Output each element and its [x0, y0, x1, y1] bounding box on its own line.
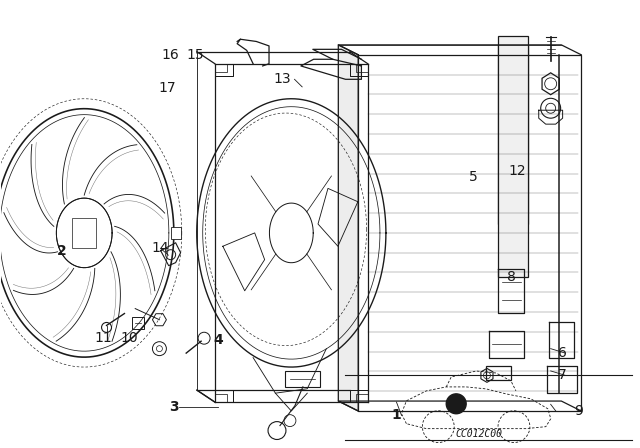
Text: 9: 9	[573, 404, 582, 418]
Text: 4: 4	[213, 333, 223, 347]
Text: 13: 13	[273, 72, 291, 86]
Bar	[171, 227, 181, 239]
Bar	[356, 394, 368, 402]
Text: 2: 2	[57, 244, 67, 258]
Circle shape	[446, 394, 466, 414]
Text: 17: 17	[158, 81, 176, 95]
Bar	[499, 45, 528, 224]
Text: 12: 12	[509, 164, 526, 177]
Bar	[215, 64, 227, 72]
Text: 14: 14	[152, 241, 170, 255]
Bar	[356, 64, 368, 72]
Text: 5: 5	[468, 170, 477, 184]
Bar	[285, 371, 320, 387]
Polygon shape	[339, 45, 358, 411]
Bar	[499, 36, 528, 277]
Bar	[215, 394, 227, 402]
Bar	[72, 218, 96, 248]
Text: 10: 10	[120, 331, 138, 345]
Text: 7: 7	[558, 368, 566, 383]
Text: 1: 1	[392, 409, 401, 422]
Text: 3: 3	[168, 400, 179, 414]
Bar	[486, 366, 511, 380]
Text: 8: 8	[507, 271, 516, 284]
Text: 16: 16	[161, 48, 179, 62]
Text: 11: 11	[95, 331, 112, 345]
Text: CC012C00: CC012C00	[456, 429, 503, 439]
Text: 15: 15	[187, 48, 205, 62]
Bar	[132, 317, 144, 328]
Text: 6: 6	[557, 346, 566, 360]
